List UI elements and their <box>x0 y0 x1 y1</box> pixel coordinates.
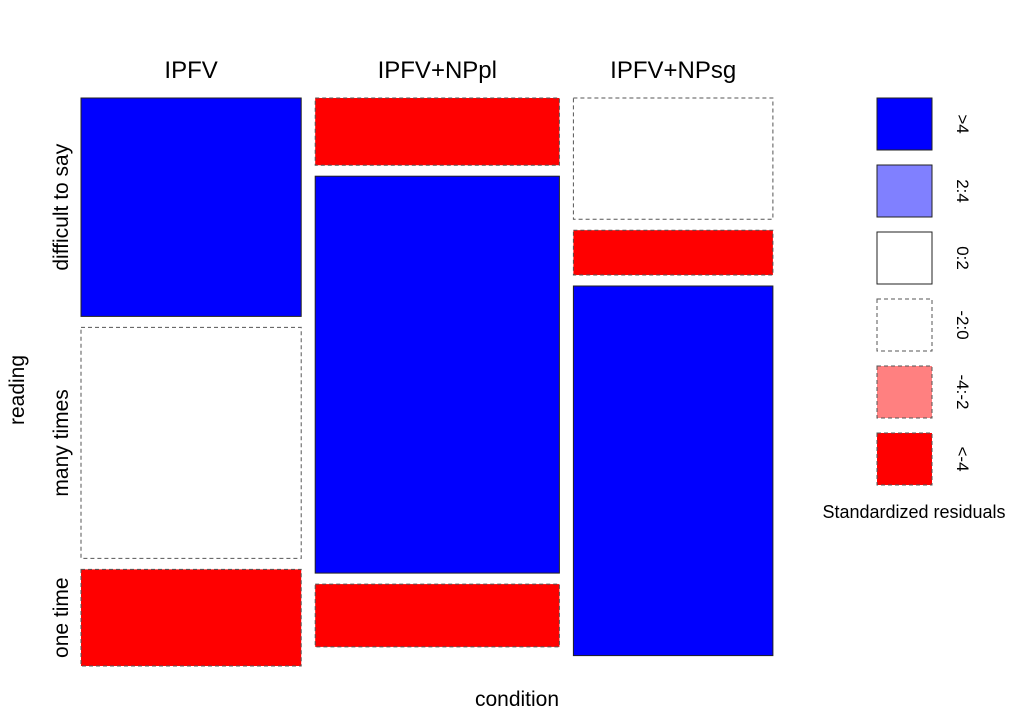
legend-swatch-6 <box>876 432 933 486</box>
legend-label-3: 0:2 <box>953 246 972 270</box>
row-label-one-time: one time <box>50 577 73 658</box>
legend-label-6: <-4 <box>953 446 972 471</box>
legend-label-1: >4 <box>953 114 972 133</box>
tile-ipfv-nppl-difficult-to-say <box>314 97 560 166</box>
legend-swatch-1 <box>876 97 933 151</box>
tile-ipfv-npsg-difficult-to-say <box>572 97 774 220</box>
legend-swatch-2 <box>876 164 933 218</box>
tile-ipfv-many-times <box>80 326 302 559</box>
tiles-layer <box>80 97 774 667</box>
row-label-difficult-to-say: difficult to say <box>50 143 73 270</box>
legend-swatch-3 <box>876 231 933 285</box>
y-axis-label: reading <box>6 355 29 425</box>
legend-label-5: -4:-2 <box>953 375 972 410</box>
labels-layer: condition reading IPFV IPFV+NPpl IPFV+NPsg… <box>6 57 736 711</box>
legend-label-4: -2:0 <box>953 310 972 339</box>
column-label-ipfv-npsg: IPFV+NPsg <box>610 57 736 84</box>
legend-swatch-4 <box>876 298 933 352</box>
legend: Standardized residuals >4 2:4 0:2 -2:0 -4:-2… <box>822 97 1006 522</box>
tile-ipfv-nppl-many-times <box>314 175 560 574</box>
legend-title: Standardized residuals <box>822 502 1005 522</box>
legend-swatch-5 <box>876 365 933 419</box>
column-label-ipfv-nppl: IPFV+NPpl <box>378 57 497 84</box>
column-label-ipfv: IPFV <box>164 57 217 84</box>
x-axis-label: condition <box>475 688 559 711</box>
tile-ipfv-npsg-one-time <box>572 285 774 657</box>
tile-ipfv-npsg-many-times <box>572 229 774 276</box>
tile-ipfv-nppl-one-time <box>314 583 560 648</box>
tile-ipfv-difficult-to-say <box>80 97 302 317</box>
tile-ipfv-one-time <box>80 568 302 667</box>
legend-label-2: 2:4 <box>953 179 972 203</box>
row-label-many-times: many times <box>50 389 73 496</box>
